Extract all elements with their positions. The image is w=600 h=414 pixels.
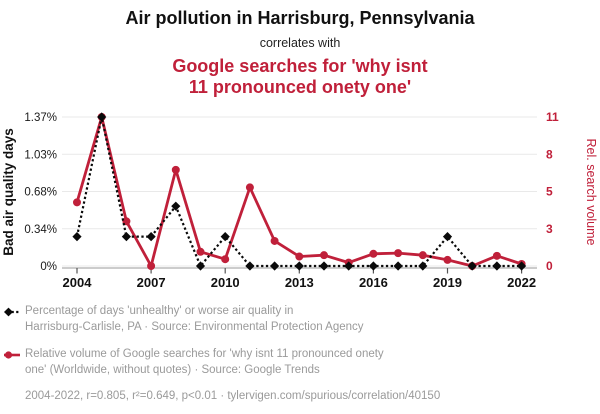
right-axis-tick-label: 8 <box>546 147 553 161</box>
left-axis-tick-label: 1.03% <box>24 149 57 161</box>
right-axis-tick-label: 3 <box>546 222 553 236</box>
legend-air-quality-line1: Percentage of days 'unhealthy' or worse … <box>25 305 294 317</box>
x-tick-label: 2019 <box>433 275 462 290</box>
legend-item-air-quality-label: Percentage of days 'unhealthy' or worse … <box>25 304 364 335</box>
chart-title: Air pollution in Harrisburg, Pennsylvani… <box>125 8 475 28</box>
legend-search-volume-line2: one' (Worldwide, without quotes) · Sourc… <box>25 363 320 376</box>
legend-search-volume-line1: Relative volume of Google searches for '… <box>25 348 384 360</box>
left-axis-tick-label: 1.37% <box>24 112 57 124</box>
chart-header: Air pollution in Harrisburg, Pennsylvani… <box>0 0 600 98</box>
right-axis-tick-label: 11 <box>546 110 559 124</box>
legend-item-search-volume-label: Relative volume of Google searches for '… <box>25 347 384 378</box>
left-axis-tick-label: 0.68% <box>24 187 57 199</box>
chart-subtitle-line2: 11 pronounced onety one' <box>188 77 412 97</box>
diamond-dotted-series-marker-icon <box>4 307 20 317</box>
left-axis-tick-label: 0% <box>40 261 57 273</box>
chart-connector-text: correlates with <box>259 36 341 50</box>
x-tick-label: 2022 <box>507 275 536 290</box>
chart-subtitle-line1: Google searches for 'why isnt <box>172 56 428 76</box>
legend-item-air-quality: Percentage of days 'unhealthy' or worse … <box>4 304 600 335</box>
left-axis: 0% 0.34% 0.68% 1.03% 1.37% Bad air quality da… <box>1 112 57 273</box>
circle-solid-series-marker-icon <box>4 351 20 359</box>
x-tick-label: 2013 <box>285 275 314 290</box>
x-axis: 2004 2007 2010 2013 2016 2019 2022 <box>62 267 537 290</box>
stats-line: 2004-2022, r=0.805, r²=0.649, p<0.01 · t… <box>25 390 441 402</box>
chart-legend: Percentage of days 'unhealthy' or worse … <box>0 304 600 404</box>
series-air-quality <box>72 112 527 271</box>
right-axis-tick-label: 0 <box>546 259 553 273</box>
left-axis-tick-label: 0.34% <box>24 224 57 236</box>
chart-subtitle: Google searches for 'why isnt 11 pronoun… <box>0 56 600 98</box>
left-axis-title: Bad air quality days <box>1 128 16 256</box>
gridlines <box>62 116 537 267</box>
right-axis-title: Rel. search volume <box>584 139 598 246</box>
x-tick-label: 2016 <box>359 275 388 290</box>
right-axis: 0 3 5 8 11 Rel. search volume <box>546 110 598 273</box>
legend-item-search-volume: Relative volume of Google searches for '… <box>4 347 600 378</box>
correlation-line-chart: 2004 2007 2010 2013 2016 2019 2022 0% 0.34% 0.68%… <box>1 110 598 290</box>
spurious-correlation-chart-card: Air pollution in Harrisburg, Pennsylvani… <box>0 0 600 404</box>
right-axis-tick-label: 5 <box>546 185 553 199</box>
x-tick-label: 2010 <box>211 275 240 290</box>
x-tick-label: 2004 <box>63 275 93 290</box>
series-search-volume <box>73 113 526 270</box>
legend-air-quality-line2: Harrisburg-Carlisle, PA · Source: Enviro… <box>25 320 364 333</box>
x-tick-label: 2007 <box>137 275 166 290</box>
